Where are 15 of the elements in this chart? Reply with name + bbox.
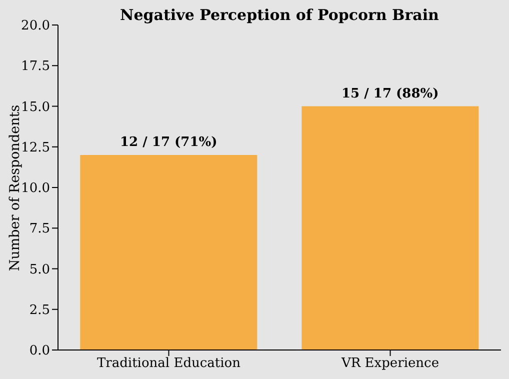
x-tick-label: Traditional Education <box>96 356 242 372</box>
data-label: 12 / 17 (71%) <box>120 135 218 150</box>
y-axis-title: Number of Respondents <box>7 104 23 274</box>
y-tick-label: 10.0 <box>21 181 50 196</box>
y-tick-label: 15.0 <box>21 100 50 115</box>
y-tick-label: 0.0 <box>29 344 50 359</box>
y-tick-label: 5.0 <box>29 262 50 278</box>
y-tick-label: 17.5 <box>21 59 50 74</box>
x-tick-label: VR Experience <box>340 356 440 372</box>
y-tick-label: 12.5 <box>21 140 50 156</box>
chart-title: Negative Perception of Popcorn Brain <box>119 6 440 24</box>
data-label: 15 / 17 (88%) <box>342 86 439 102</box>
y-tick-label: 7.5 <box>29 222 50 237</box>
y-tick-label: 20.0 <box>21 18 50 34</box>
y-tick-label: 2.5 <box>29 302 50 318</box>
